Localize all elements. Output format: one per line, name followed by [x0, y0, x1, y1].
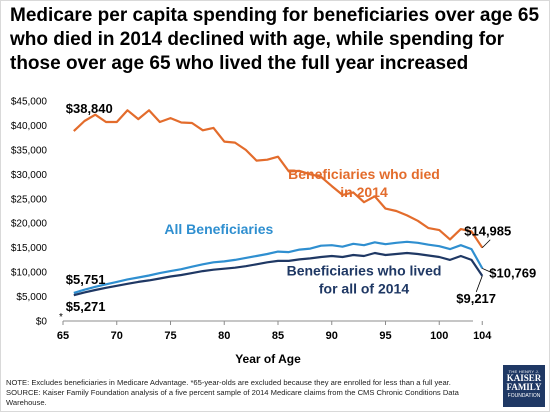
y-tick-label: $5,000: [16, 292, 47, 303]
logo-text-line-1: THE HENRY J.: [508, 369, 540, 374]
chart-title: Medicare per capita spending for benefic…: [10, 4, 540, 76]
lived-end-value-label: $9,217: [456, 291, 496, 306]
series-lines: [73, 109, 484, 297]
chart-notes: NOTE: Excludes beneficiaries in Medicare…: [6, 378, 476, 408]
all-start-value-label: $5,751: [66, 272, 106, 287]
y-tick-label: $30,000: [11, 170, 48, 181]
x-tick-label: 70: [111, 330, 123, 342]
all-end-value-label: $10,769: [489, 265, 536, 280]
x-tick-label: 95: [379, 330, 391, 342]
lived-series-label-line-1: Beneficiaries who lived: [287, 263, 442, 279]
y-tick-label: $0: [36, 317, 48, 328]
axes: $0 $5,000 $10,000 $15,000 $20,000 $25,000 $30,…: [11, 97, 492, 367]
y-tick-label: $25,000: [11, 194, 48, 205]
y-tick-label: $20,000: [11, 219, 48, 230]
y-tick-label: $40,000: [11, 121, 48, 132]
x-tick-label: 90: [326, 330, 338, 342]
source-text-continued: Warehouse.: [6, 398, 47, 407]
y-tick-label: $10,000: [11, 268, 48, 279]
x-axis-title: Year of Age: [235, 352, 301, 366]
logo-text-line-3: FAMILY: [506, 382, 542, 392]
died-series-line: [73, 109, 484, 249]
x-tick-label: 80: [218, 330, 230, 342]
y-tick-label: $35,000: [11, 145, 48, 156]
title-line-2: who died in 2014 declined with age, whil…: [10, 29, 505, 50]
died-series-label-line-1: Beneficiaries who died: [288, 166, 440, 182]
died-end-value-label: $14,985: [464, 224, 511, 239]
died-end-leader-line: [481, 239, 491, 249]
title-line-3: those over age 65 who lived the full yea…: [10, 53, 469, 74]
chart-labels: $38,840 $5,751 $5,271 $14,985 $10,769 $9,217 B…: [66, 101, 537, 314]
lived-series-line: [73, 251, 484, 297]
excluded-age-marker: *: [59, 312, 63, 323]
source-text: SOURCE: Kaiser Family Foundation analysi…: [6, 388, 459, 397]
x-tick-label: 104: [473, 330, 492, 342]
all-series-label: All Beneficiaries: [164, 221, 273, 237]
note-text: NOTE: Excludes beneficiaries in Medicare…: [6, 378, 451, 387]
x-tick-label: 65: [57, 330, 69, 342]
lived-end-leader-line: [475, 275, 483, 293]
died-series-label-line-2: in 2014: [340, 184, 388, 200]
lived-series-label-line-2: for all of 2014: [319, 281, 409, 297]
all-beneficiaries-series-line: [73, 240, 484, 294]
kff-logo: THE HENRY J. KAISER FAMILY FOUNDATION: [503, 365, 545, 407]
title-line-1: Medicare per capita spending for benefic…: [10, 5, 540, 26]
died-start-value-label: $38,840: [66, 101, 113, 116]
all-end-leader-line: [482, 267, 492, 273]
x-tick-label: 85: [272, 330, 284, 342]
y-tick-label: $45,000: [11, 97, 48, 108]
lived-start-value-label: $5,271: [66, 299, 106, 314]
x-tick-label: 75: [164, 330, 176, 342]
logo-text-line-2: KAISER: [506, 373, 542, 383]
y-tick-label: $15,000: [11, 243, 48, 254]
logo-text-line-4: FOUNDATION: [507, 393, 541, 399]
x-tick-label: 100: [430, 330, 448, 342]
